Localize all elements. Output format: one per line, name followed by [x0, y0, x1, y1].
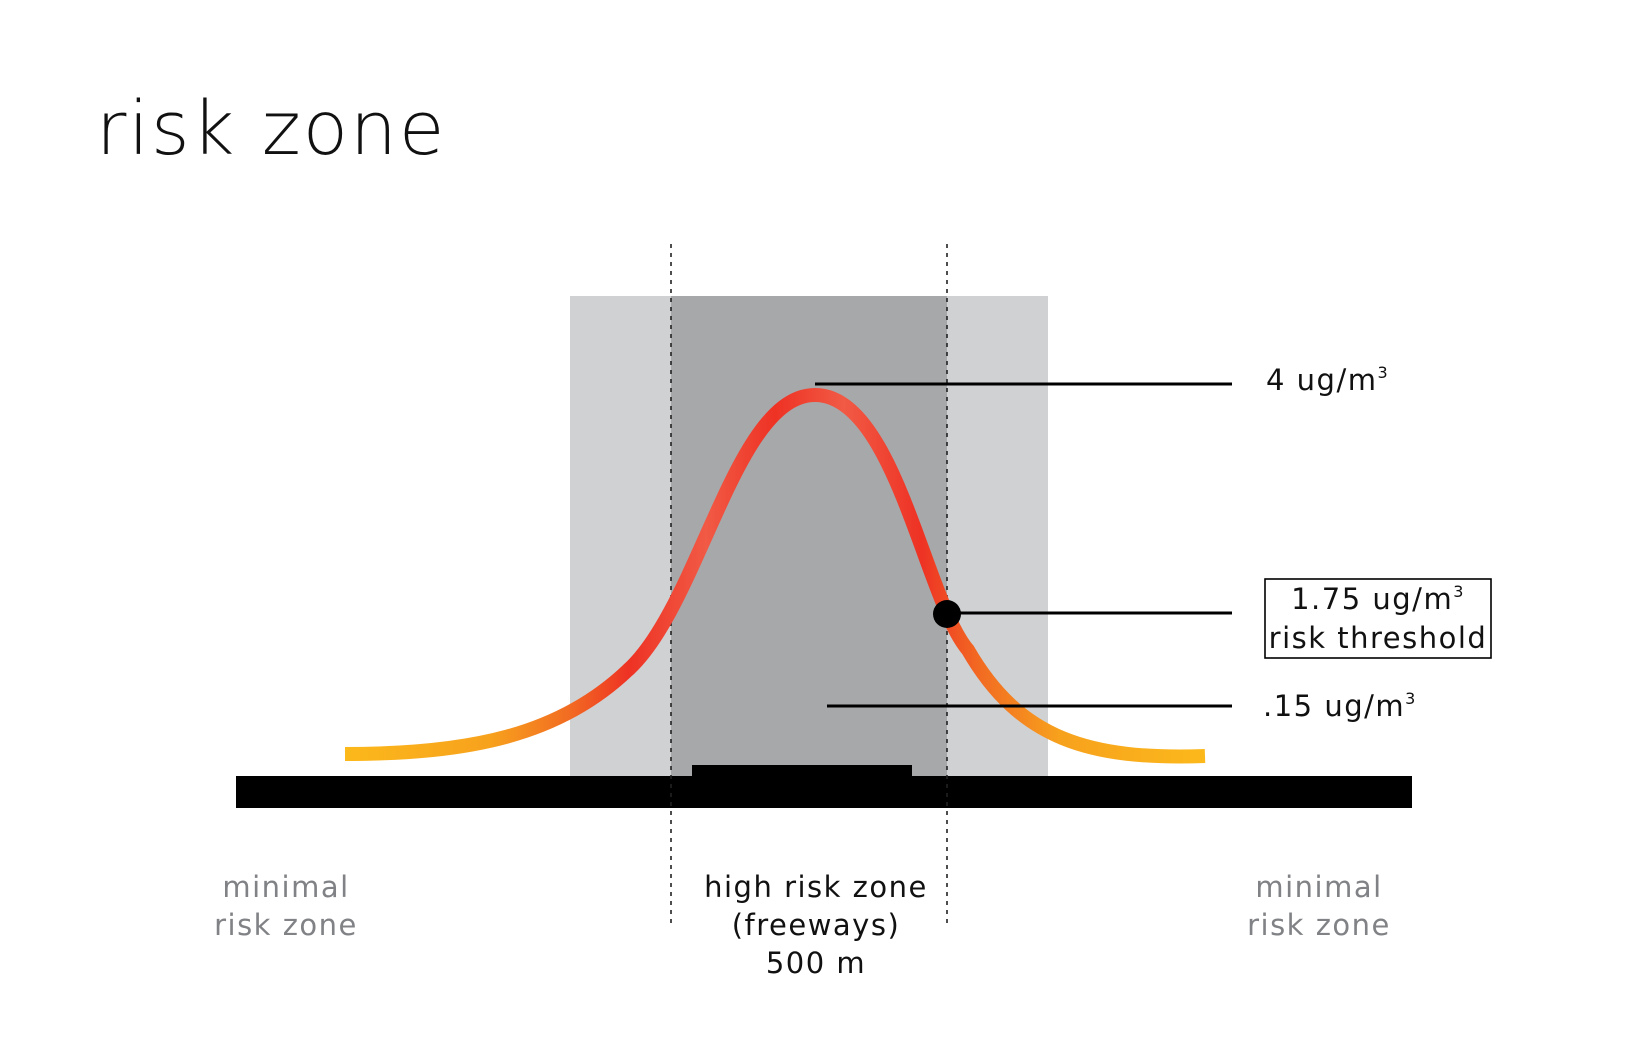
freeway-raised-section	[692, 765, 912, 779]
center-zone-label-line2: (freeways)	[732, 908, 901, 942]
center-zone-label-line3: 500 m	[766, 946, 866, 980]
baseline-concentration-label: .15 ug/m3	[1263, 689, 1417, 723]
freeway-road-bar	[236, 776, 1412, 808]
left-zone-label-line2: risk zone	[214, 908, 358, 942]
right-zone-label-line1: minimal	[1255, 870, 1382, 904]
left-zone-label-line1: minimal	[222, 870, 349, 904]
right-zone-label-line2: risk zone	[1247, 908, 1391, 942]
high-risk-zone-shade	[671, 296, 947, 778]
threshold-concentration-label: 1.75 ug/m3	[1291, 582, 1465, 616]
threshold-label-box	[1264, 578, 1492, 659]
center-zone-label-line1: high risk zone	[704, 870, 928, 904]
concentration-curve	[344, 387, 1206, 764]
threshold-marker-icon	[933, 600, 961, 628]
page-title: risk zone	[96, 86, 447, 172]
peak-concentration-label: 4 ug/m3	[1266, 363, 1389, 397]
threshold-caption-label: risk threshold	[1269, 621, 1488, 655]
